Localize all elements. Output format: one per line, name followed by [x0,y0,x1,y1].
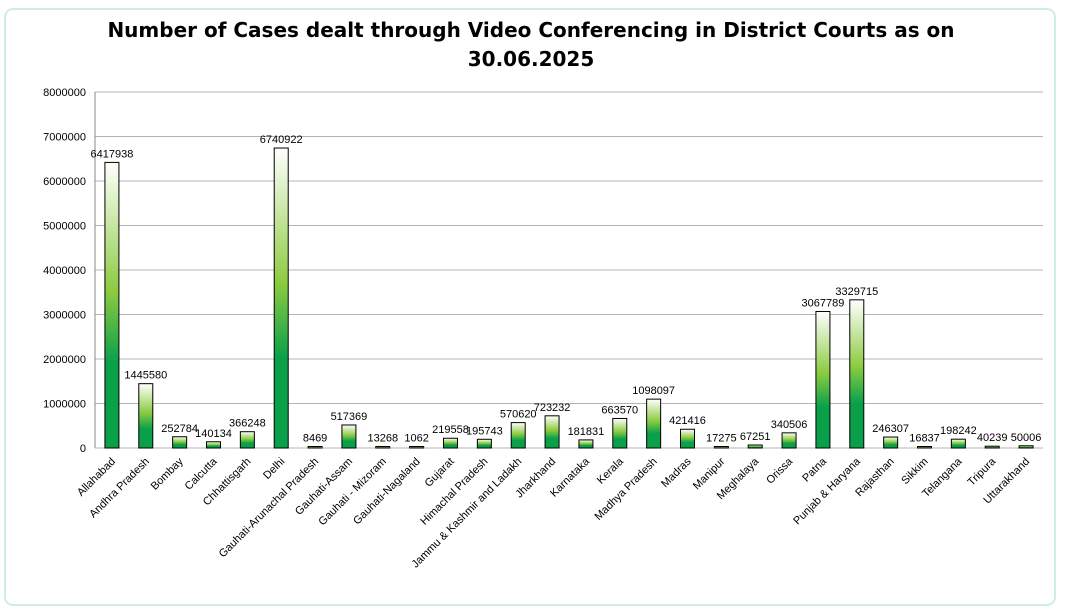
data-label: 16837 [909,433,940,445]
data-label: 663570 [601,404,638,416]
data-label: 517369 [331,411,368,423]
bar [713,446,729,449]
data-label: 366248 [229,418,266,430]
bar [646,398,662,449]
bar [239,431,255,449]
bar [612,417,628,449]
bar [341,424,357,449]
bar [443,437,458,449]
data-label: 219558 [432,424,469,436]
y-tick-label: 5000000 [43,221,86,233]
bar [138,383,154,449]
data-label: 13268 [367,433,398,445]
data-label: 181831 [568,426,605,438]
chart-title: Number of Cases dealt through Video Conf… [0,16,1062,74]
data-label: 246307 [872,423,909,435]
data-label: 723232 [534,402,571,414]
bar [476,438,492,449]
bar [849,299,865,449]
bar [578,439,594,449]
x-tick-label: Gauhati-Nagaland [351,456,423,528]
x-tick-label: Madhya Pradesh [592,456,659,523]
data-label: 50006 [1011,432,1042,444]
bar [375,446,391,449]
data-label: 140134 [195,428,232,440]
x-tick-label: Delhi [261,456,287,482]
bar [984,445,1000,449]
bar [815,310,831,449]
x-tick-label: Kerala [595,455,627,487]
bar [307,446,323,449]
data-label: 17275 [706,433,737,445]
x-tick-label: Patna [800,455,829,484]
y-tick-label: 3000000 [43,310,86,322]
x-tick-label: Andhra Pradesh [87,456,152,521]
data-label: 340506 [771,419,808,431]
y-tick-label: 1000000 [43,399,86,411]
y-tick-label: 2000000 [43,354,86,366]
bar [781,432,797,449]
bar [206,441,221,449]
bar [883,436,899,449]
bar [1018,445,1034,449]
bar [104,161,120,449]
data-label: 67251 [740,431,771,443]
x-tick-label: Madras [659,455,694,490]
y-tick-label: 7000000 [43,132,86,144]
y-tick-label: 0 [80,443,86,455]
x-tick-label: Bombay [149,455,186,492]
x-tick-label: Tripura [965,455,998,488]
data-label: 3067789 [802,297,845,309]
data-label: 570620 [500,409,537,421]
data-label: 1062 [404,433,428,445]
bar [917,446,932,449]
bar [510,422,526,449]
chart-frame [4,8,1056,606]
x-tick-label: Gujarat [423,456,457,490]
data-label: 198242 [940,425,977,437]
data-label: 6417938 [91,148,134,160]
bar [544,415,560,449]
bar [680,428,695,449]
x-tick-label: Sikkim [899,456,930,487]
data-label: 195743 [466,425,503,437]
data-label: 8469 [303,433,327,445]
data-label: 6740922 [260,134,303,146]
x-tick-label: Orissa [764,455,796,487]
bar [409,446,425,449]
data-label: 3329715 [835,286,878,298]
data-label: 1098097 [632,385,675,397]
data-label: 40239 [977,432,1008,444]
y-tick-label: 4000000 [43,265,86,277]
bar [172,436,188,449]
bar [950,438,966,449]
y-tick-label: 6000000 [43,176,86,188]
bar [747,444,763,449]
chart-title-line-1: Number of Cases dealt through Video Conf… [107,18,955,42]
data-label: 421416 [669,415,706,427]
chart-title-line-2: 30.06.2025 [467,47,595,71]
bar [273,147,289,449]
data-label: 1445580 [124,370,167,382]
y-tick-label: 8000000 [43,87,86,99]
data-label: 252784 [161,423,198,435]
